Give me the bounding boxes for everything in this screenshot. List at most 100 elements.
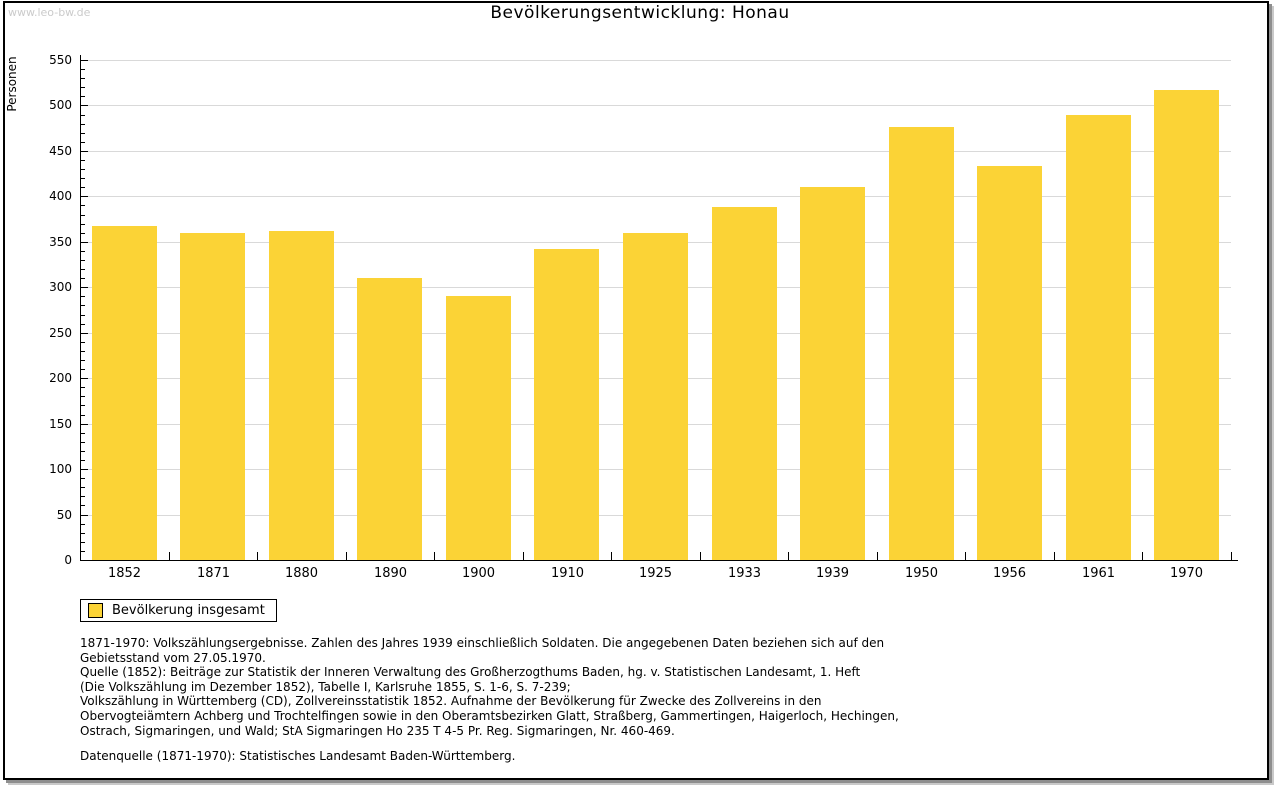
x-boundary-tick [611, 552, 612, 560]
datasource-note: Datenquelle (1871-1970): Statistisches L… [80, 749, 516, 764]
y-tick-label: 0 [64, 553, 72, 567]
x-boundary-tick [1142, 552, 1143, 560]
y-major-tick [81, 469, 88, 471]
x-boundary-tick [788, 552, 789, 560]
y-minor-tick [81, 214, 85, 216]
y-minor-tick [81, 96, 85, 98]
y-minor-tick [81, 114, 85, 116]
x-tick-label: 1890 [373, 566, 408, 581]
y-tick-label: 100 [49, 462, 72, 477]
y-minor-tick [81, 496, 85, 498]
y-minor-tick [81, 450, 85, 452]
y-minor-tick [81, 460, 85, 461]
y-minor-tick [81, 132, 85, 134]
x-tick-label: 1956 [992, 566, 1027, 581]
x-tick-label: 1910 [550, 566, 585, 581]
chart-page: www.leo-bw.de Bevölkerungsentwicklung: H… [5, 3, 1267, 778]
y-minor-tick [81, 478, 85, 480]
x-tick-label: 1880 [284, 566, 319, 581]
y-minor-tick [81, 323, 85, 325]
chart-window: www.leo-bw.de Bevölkerungsentwicklung: H… [3, 1, 1269, 780]
y-minor-tick [81, 369, 85, 371]
x-boundary-tick [257, 552, 258, 560]
legend: Bevölkerung insgesamt [80, 599, 277, 622]
bar-1890 [357, 278, 422, 560]
y-minor-tick [81, 269, 85, 271]
x-tick-label: 1933 [727, 566, 762, 581]
note-line: (Die Volkszählung im Dezember 1852), Tab… [80, 679, 571, 694]
x-tick-label: 1900 [461, 566, 496, 581]
bar-1910 [534, 249, 599, 560]
y-minor-tick [81, 414, 85, 416]
y-major-tick [81, 241, 88, 243]
y-tick-label: 500 [49, 98, 72, 113]
y-minor-tick [81, 432, 85, 434]
bar-1880 [269, 230, 334, 560]
y-major-tick [81, 378, 88, 380]
y-tick-label: 250 [49, 325, 72, 340]
legend-swatch-icon [88, 603, 103, 618]
bar-chart-plot: 0 50 100 150 200 250 300 350 400 450 500 550 1852 187… [5, 3, 1267, 778]
note-line: Obervogteiämtern Achberg und Trochtelfin… [80, 708, 899, 723]
website-watermark: www.leo-bw.de [8, 6, 91, 19]
y-minor-tick [81, 523, 85, 525]
y-minor-tick [81, 187, 85, 189]
y-major-tick [81, 332, 88, 334]
x-boundary-tick [346, 552, 347, 560]
y-minor-tick [81, 205, 85, 207]
y-minor-tick [81, 405, 85, 407]
note-line: Ostrach, Sigmaringen, und Wald; StA Sigm… [80, 723, 675, 738]
bar-1950 [889, 127, 954, 560]
bar-1871 [180, 232, 245, 560]
y-minor-tick [81, 78, 85, 80]
note-line: 1871-1970: Volkszählungsergebnisse. Zahl… [80, 636, 885, 650]
x-boundary-tick [700, 552, 701, 560]
y-gridline [81, 105, 1231, 107]
chart-title: Bevölkerungsentwicklung: Honau [490, 3, 790, 23]
y-gridline [81, 150, 1231, 152]
y-tick-label: 300 [49, 280, 72, 295]
x-tick-label: 1871 [196, 566, 231, 581]
y-major-tick [81, 514, 88, 516]
y-major-tick [81, 60, 88, 61]
bar-1956 [977, 166, 1042, 560]
x-axis-line [80, 560, 1238, 561]
x-tick-label: 1970 [1169, 566, 1204, 581]
bar-1970 [1154, 90, 1219, 560]
y-minor-tick [81, 541, 85, 543]
y-minor-tick [81, 350, 85, 352]
y-minor-tick [81, 169, 85, 171]
y-minor-tick [81, 178, 85, 180]
y-gridline [81, 60, 1231, 61]
x-boundary-tick [1231, 552, 1232, 560]
y-minor-tick [81, 87, 85, 89]
bar-1852 [92, 226, 157, 560]
y-minor-tick [81, 314, 85, 316]
y-minor-tick [81, 550, 85, 552]
y-minor-tick [81, 532, 85, 534]
y-major-tick [81, 196, 88, 198]
x-tick-label: 1925 [638, 566, 673, 581]
y-tick-label: 350 [49, 234, 72, 249]
y-tick-label: 200 [49, 371, 72, 386]
y-major-tick [81, 287, 88, 289]
y-minor-tick [81, 123, 85, 125]
bar-1961 [1066, 115, 1131, 560]
y-tick-label: 150 [49, 416, 72, 431]
x-boundary-tick [169, 552, 170, 560]
x-tick-label: 1939 [815, 566, 850, 581]
note-line: Volkszählung in Württemberg (CD), Zollve… [80, 694, 822, 709]
y-minor-tick [81, 69, 85, 71]
x-tick-label: 1852 [107, 566, 142, 581]
y-minor-tick [81, 160, 85, 161]
source-notes: 1871-1970: Volkszählungsergebnisse. Zahl… [80, 636, 899, 764]
x-boundary-tick [434, 552, 435, 560]
y-minor-tick [81, 141, 85, 143]
y-major-tick [81, 105, 88, 107]
y-minor-tick [81, 341, 85, 343]
bar-1939 [800, 187, 865, 560]
y-tick-label: 550 [49, 53, 72, 67]
y-tick-label: 450 [49, 143, 72, 158]
y-minor-tick [81, 296, 85, 298]
y-major-tick [81, 423, 88, 425]
